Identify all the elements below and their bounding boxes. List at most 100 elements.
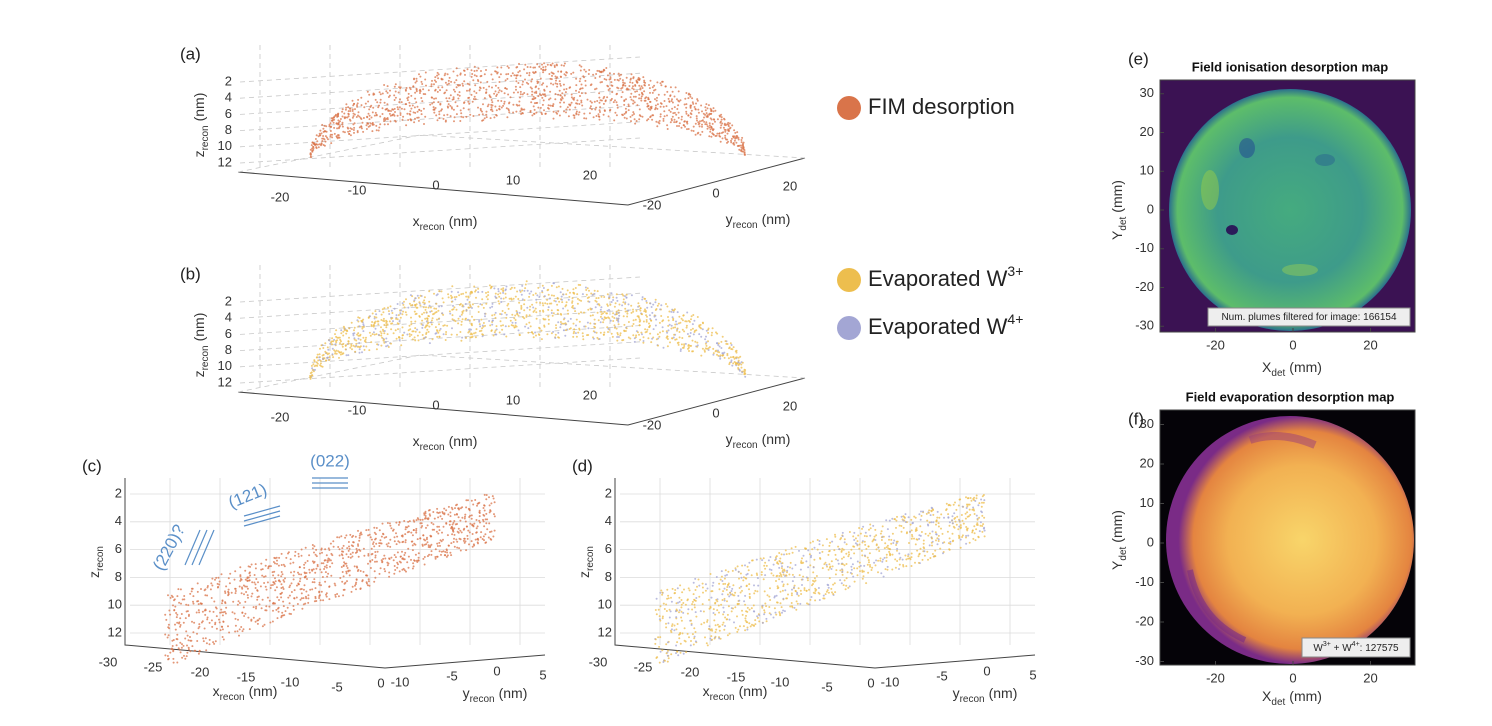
point: [584, 92, 587, 95]
point: [375, 333, 378, 336]
point: [311, 581, 314, 584]
point: [583, 68, 586, 71]
point: [595, 331, 598, 334]
point: [469, 514, 472, 517]
point: [638, 93, 641, 96]
point: [316, 143, 319, 146]
point: [428, 513, 431, 516]
point: [403, 331, 406, 334]
point: [671, 625, 673, 627]
point: [678, 100, 681, 103]
point: [422, 88, 425, 91]
point: [218, 618, 220, 621]
point: [218, 621, 221, 624]
point: [261, 625, 264, 628]
point: [971, 529, 974, 532]
point: [661, 593, 664, 596]
point: [493, 331, 496, 334]
point: [313, 600, 316, 603]
point: [672, 112, 675, 115]
point: [810, 554, 813, 557]
point: [316, 362, 319, 365]
point: [673, 95, 676, 98]
point: [479, 303, 482, 306]
point: [568, 103, 571, 106]
point: [809, 564, 812, 567]
point: [587, 73, 590, 75]
point: [407, 306, 410, 309]
point: [486, 298, 489, 301]
point: [598, 109, 601, 112]
point: [345, 534, 348, 537]
point: [965, 536, 967, 539]
point: [552, 72, 555, 75]
point: [467, 331, 470, 334]
point: [443, 92, 446, 95]
point: [782, 609, 785, 612]
point: [537, 87, 540, 90]
point: [671, 101, 674, 104]
point: [582, 338, 585, 341]
point: [594, 77, 597, 79]
point: [414, 320, 417, 323]
point: [524, 63, 527, 66]
point: [865, 547, 868, 550]
point: [444, 339, 447, 341]
point: [961, 534, 964, 537]
point: [269, 565, 272, 568]
point: [267, 567, 270, 570]
point: [332, 540, 335, 543]
point: [581, 332, 584, 335]
point: [481, 324, 484, 327]
point: [848, 585, 851, 588]
point: [773, 607, 776, 610]
point: [660, 315, 663, 317]
point: [393, 99, 396, 101]
point: [438, 529, 441, 532]
point: [372, 543, 374, 545]
point: [334, 333, 336, 336]
point: [694, 122, 697, 125]
point: [966, 529, 969, 532]
point: [782, 573, 785, 576]
point: [507, 66, 510, 69]
point: [180, 602, 182, 605]
point: [727, 121, 730, 124]
point: [496, 66, 499, 69]
point: [937, 525, 940, 528]
point: [612, 101, 615, 104]
point: [248, 628, 251, 631]
point: [670, 100, 673, 102]
point: [397, 323, 400, 325]
point: [725, 588, 728, 591]
point: [361, 579, 364, 582]
point: [264, 585, 267, 588]
point: [558, 114, 561, 117]
point: [677, 601, 679, 604]
point: [585, 293, 588, 296]
point: [437, 516, 440, 519]
point: [842, 548, 845, 551]
point: [594, 326, 597, 329]
point: [507, 73, 510, 75]
point: [308, 571, 311, 574]
point: [566, 309, 569, 312]
point: [510, 74, 513, 77]
point: [445, 331, 448, 333]
point: [588, 289, 590, 292]
point: [375, 527, 378, 529]
point: [982, 523, 985, 526]
point: [524, 283, 527, 286]
point: [731, 587, 734, 590]
point: [656, 333, 659, 336]
point: [271, 584, 274, 586]
point: [641, 333, 643, 336]
point: [624, 301, 627, 304]
point: [586, 321, 589, 324]
point: [447, 296, 450, 299]
point: [407, 566, 410, 569]
point: [727, 357, 730, 360]
point: [456, 540, 459, 543]
point: [425, 526, 427, 529]
point: [234, 592, 237, 595]
